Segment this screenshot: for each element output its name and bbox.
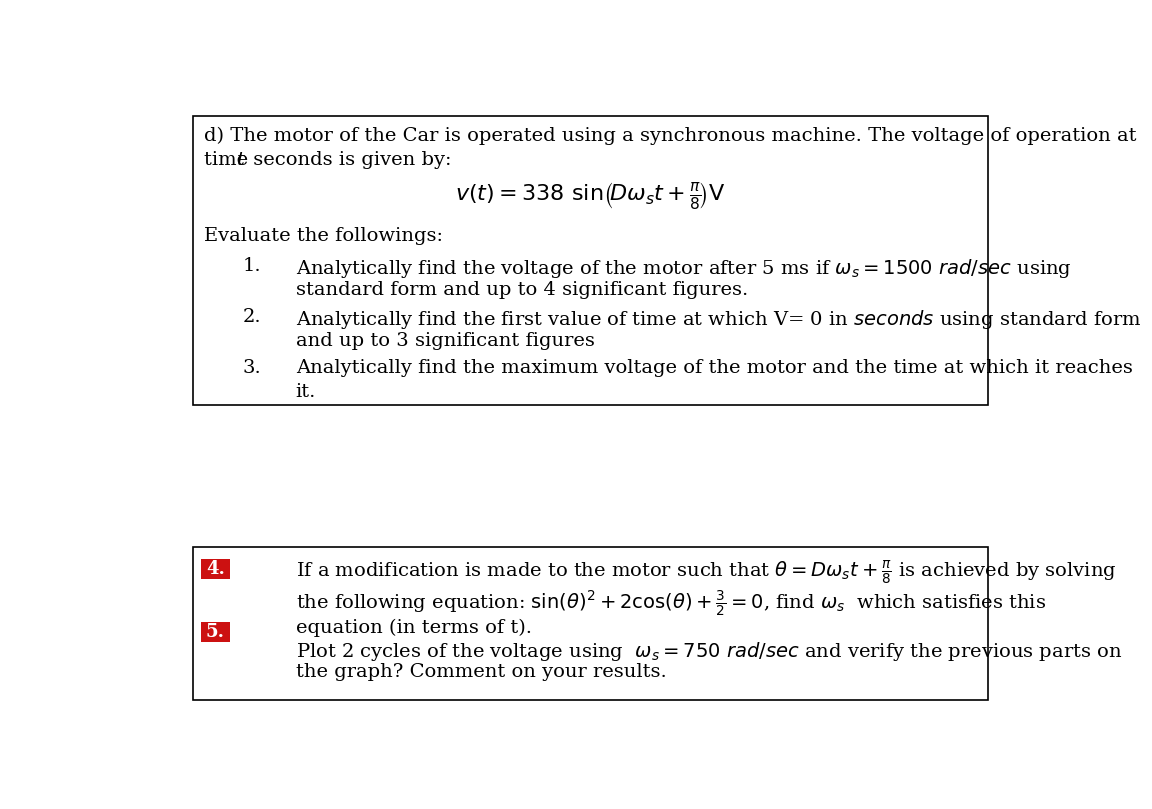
Text: the following equation: $\sin(\theta)^2 + 2\cos(\theta) + \frac{3}{2} = 0$, find: the following equation: $\sin(\theta)^2 …: [296, 589, 1046, 619]
Bar: [194, 116, 987, 405]
Text: Plot 2 cycles of the voltage using  $\omega_s = 750\ rad/sec$ and verify the pre: Plot 2 cycles of the voltage using $\ome…: [296, 640, 1122, 663]
Text: 3.: 3.: [242, 359, 262, 377]
Text: equation (in terms of t).: equation (in terms of t).: [296, 618, 532, 637]
Text: t: t: [237, 150, 244, 168]
Text: 5.: 5.: [206, 623, 225, 641]
Bar: [194, 548, 987, 700]
Text: Evaluate the followings:: Evaluate the followings:: [204, 227, 442, 245]
Text: time: time: [204, 150, 255, 168]
Text: Analytically find the first value of time at which V= 0 in $seconds$ using stand: Analytically find the first value of tim…: [296, 308, 1142, 331]
Text: Analytically find the voltage of the motor after 5 ms if $\omega_s = 1500\ rad/s: Analytically find the voltage of the mot…: [296, 257, 1071, 280]
Text: d) The motor of the Car is operated using a synchronous machine. The voltage of : d) The motor of the Car is operated usin…: [204, 127, 1136, 146]
Text: standard form and up to 4 significant figures.: standard form and up to 4 significant fi…: [296, 281, 748, 299]
Text: the graph? Comment on your results.: the graph? Comment on your results.: [296, 663, 667, 681]
Text: If a modification is made to the motor such that $\theta = D\omega_s t +\frac{\p: If a modification is made to the motor s…: [296, 559, 1116, 587]
Text: and up to 3 significant figures: and up to 3 significant figures: [296, 332, 594, 350]
Text: 2.: 2.: [242, 308, 260, 326]
Text: seconds is given by:: seconds is given by:: [247, 150, 452, 168]
Text: 1.: 1.: [242, 257, 260, 275]
Text: it.: it.: [296, 383, 316, 401]
Text: Analytically find the maximum voltage of the motor and the time at which it reac: Analytically find the maximum voltage of…: [296, 359, 1132, 377]
Bar: [202, 559, 229, 579]
Text: 4.: 4.: [206, 560, 225, 578]
Text: $v(t) = 338\ \sin\!\left(\!D\omega_s t +\frac{\pi}{8}\!\right)\mathrm{V}$: $v(t) = 338\ \sin\!\left(\!D\omega_s t +…: [455, 180, 726, 212]
Bar: [202, 621, 229, 642]
